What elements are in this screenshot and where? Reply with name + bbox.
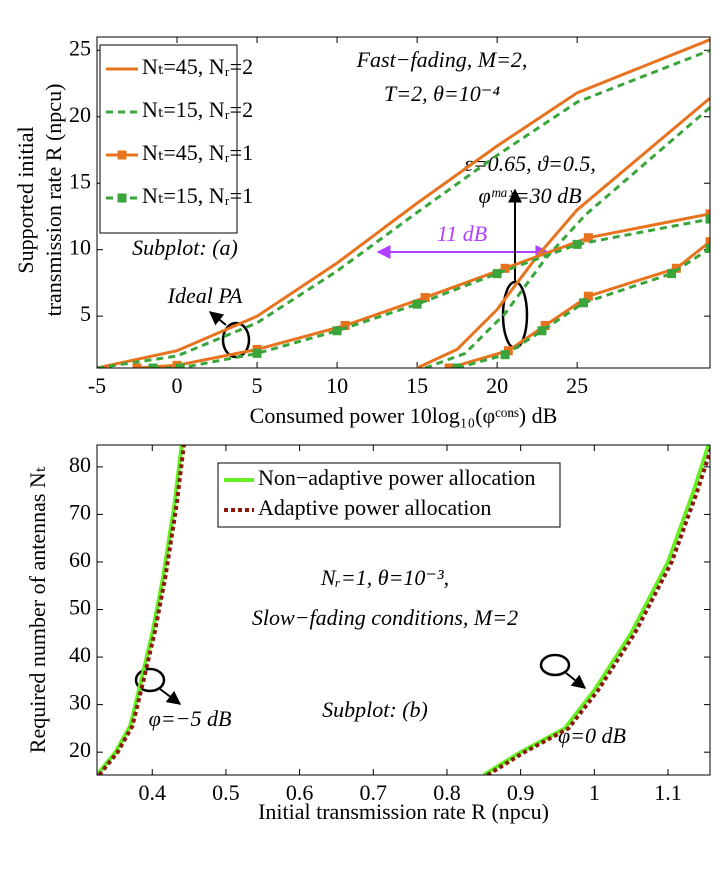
x-tick-label: 0.4 xyxy=(139,780,167,805)
y-tick-label: 10 xyxy=(69,235,91,260)
ellipse xyxy=(134,667,166,693)
legend-label: Nₜ=45, Nᵣ=1 xyxy=(142,140,253,165)
annotation: 11 dB xyxy=(437,221,487,246)
series-line xyxy=(153,217,710,368)
y-tick-label: 20 xyxy=(69,737,91,762)
annotation: Fast−fading, M=2, xyxy=(356,47,528,72)
marker xyxy=(540,320,550,330)
marker xyxy=(671,263,681,273)
series-line xyxy=(97,48,710,368)
y-axis-label: transmission rate R (npcu) xyxy=(41,84,66,317)
marker xyxy=(583,233,593,243)
marker xyxy=(667,269,677,279)
marker xyxy=(705,214,710,224)
annotation: φ=−5 dB xyxy=(149,706,232,731)
x-tick-label: 0.7 xyxy=(360,780,388,805)
y-tick-label: 60 xyxy=(69,547,91,572)
x-tick-label: -5 xyxy=(88,373,106,398)
legend-label: Nₜ=15, Nᵣ=1 xyxy=(142,183,253,208)
plot-area xyxy=(97,445,710,775)
annotation: Slow−fading conditions, M=2 xyxy=(252,605,518,630)
x-tick-label: 0.5 xyxy=(212,780,240,805)
x-tick-label: 0.8 xyxy=(433,780,461,805)
marker xyxy=(579,298,589,308)
x-tick-label: 10 xyxy=(326,373,348,398)
marker xyxy=(332,326,342,336)
marker xyxy=(583,291,593,301)
marker xyxy=(492,269,502,279)
x-tick-label: 1.1 xyxy=(654,780,682,805)
y-tick-label: 50 xyxy=(69,595,91,620)
y-tick-label: 25 xyxy=(69,35,91,60)
series-line xyxy=(97,445,710,775)
x-axis-label: Initial transmission rate R (npcu) xyxy=(258,799,549,824)
annotation: Subplot: (b) xyxy=(322,697,428,722)
x-tick-label: 5 xyxy=(252,373,263,398)
x-axis-label: Consumed power 10log₁₀(φᶜᵒⁿˢ) dB xyxy=(250,403,558,428)
annotation: Subplot: (a) xyxy=(132,235,238,260)
legend-marker xyxy=(117,150,127,160)
marker xyxy=(537,326,547,336)
annotation: Nᵣ=1, θ=10⁻³, xyxy=(320,565,449,590)
marker xyxy=(340,320,350,330)
legend-label: Non−adaptive power allocation xyxy=(258,465,536,490)
y-tick-label: 30 xyxy=(69,690,91,715)
x-tick-label: 20 xyxy=(486,373,508,398)
ellipse xyxy=(501,280,529,350)
y-tick-label: 20 xyxy=(69,102,91,127)
ellipse xyxy=(539,653,571,677)
arrow xyxy=(565,672,587,689)
marker xyxy=(420,293,430,303)
annotation: Ideal PA xyxy=(167,283,243,308)
axes-frame xyxy=(96,444,711,776)
series-line xyxy=(97,38,710,368)
marker xyxy=(500,263,510,273)
marker xyxy=(252,348,262,358)
legend-box xyxy=(217,462,561,528)
marker xyxy=(500,350,510,360)
marker xyxy=(705,209,710,219)
y-axis-label: Required number of antennas Nₜ xyxy=(25,466,50,753)
marker xyxy=(148,363,158,368)
marker xyxy=(132,363,142,368)
marker xyxy=(175,363,185,368)
y-tick-label: 70 xyxy=(69,499,91,524)
arrow xyxy=(208,311,227,326)
axes-frame xyxy=(96,36,711,369)
legend-label: Adaptive power allocation xyxy=(258,495,491,520)
legend-label: Nₜ=15, Nᵣ=2 xyxy=(142,97,253,122)
marker xyxy=(452,363,462,368)
x-tick-label: 1 xyxy=(589,780,600,805)
y-tick-label: 80 xyxy=(69,452,91,477)
legend-marker xyxy=(117,193,127,203)
x-tick-label: 25 xyxy=(566,373,588,398)
marker xyxy=(412,299,422,309)
annotation: T=2, θ=10⁻⁴ xyxy=(384,81,500,106)
x-tick-label: 0 xyxy=(172,373,183,398)
plot-area xyxy=(97,38,710,368)
x-tick-label: 0.6 xyxy=(286,780,314,805)
x-tick-label: 15 xyxy=(406,373,428,398)
legend-label: Nₜ=45, Nᵣ=2 xyxy=(142,54,253,79)
y-tick-label: 5 xyxy=(80,301,91,326)
series-line xyxy=(97,445,710,775)
marker xyxy=(444,363,454,368)
arrow xyxy=(159,688,182,705)
y-tick-label: 40 xyxy=(69,642,91,667)
y-tick-label: 15 xyxy=(69,168,91,193)
annotation: φᵐᵃˣ=30 dB xyxy=(478,183,581,208)
marker xyxy=(705,243,710,253)
marker xyxy=(572,239,582,249)
x-tick-label: 0.9 xyxy=(507,780,535,805)
y-axis-label: Supported initial xyxy=(13,126,38,273)
marker xyxy=(705,237,710,247)
